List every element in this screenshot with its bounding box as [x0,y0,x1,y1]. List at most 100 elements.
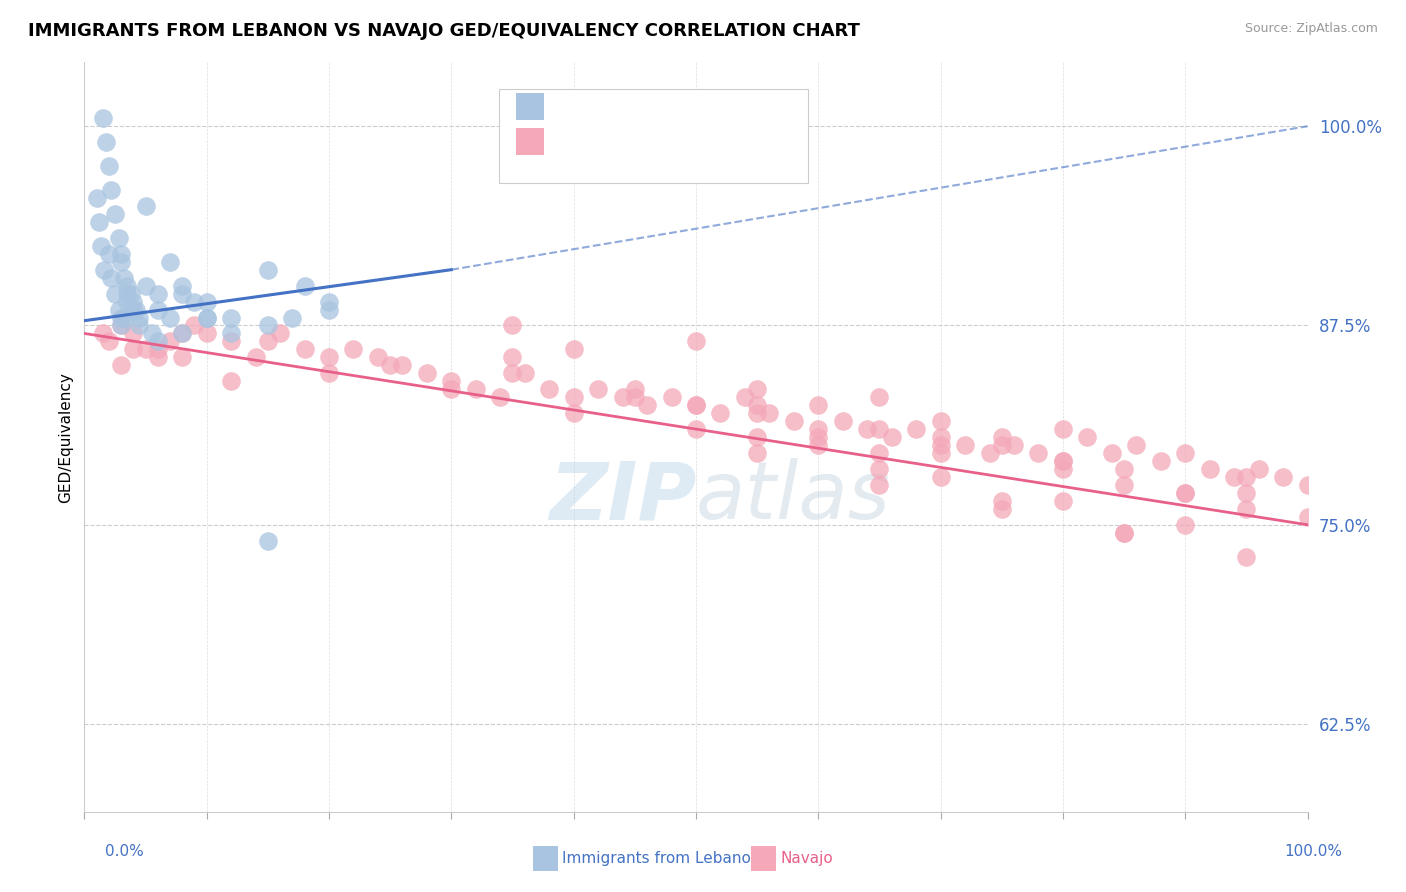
Point [1236,501,1258,516]
Point [905,422,928,436]
Point [1076,430,1098,444]
Point [869,478,891,492]
Point [172,278,194,293]
Point [219,334,242,349]
Point [856,422,879,436]
Point [624,382,647,396]
Point [183,318,205,333]
Point [869,422,891,436]
Point [869,446,891,460]
Text: Navajo: Navajo [780,851,834,865]
Point [929,414,952,428]
Point [146,302,169,317]
Point [195,310,218,325]
Point [110,246,132,260]
Point [416,367,439,381]
Point [709,406,731,420]
Point [869,390,891,404]
Point [195,326,218,341]
Point [991,430,1014,444]
Point [747,382,769,396]
Point [135,199,157,213]
Point [1028,446,1050,460]
Point [1272,470,1295,484]
Point [1174,446,1197,460]
Point [122,326,145,341]
Point [489,390,512,404]
Point [831,414,853,428]
Point [110,318,132,333]
Point [172,286,194,301]
Point [294,278,316,293]
Point [1247,462,1270,476]
Point [1114,462,1136,476]
Point [807,438,830,452]
Text: R =: R = [551,135,585,149]
Point [112,310,135,325]
Point [90,239,112,253]
Point [141,326,163,341]
Point [97,246,120,260]
Point [135,278,157,293]
Point [1052,454,1074,468]
Point [758,406,780,420]
Point [110,310,132,325]
Point [807,398,830,412]
Point [146,351,169,365]
Point [115,278,138,293]
Point [91,112,114,126]
Point [380,359,402,373]
Point [734,390,756,404]
Point [807,422,830,436]
Point [929,430,952,444]
Point [538,382,561,396]
Point [1052,454,1074,468]
Text: Immigrants from Lebanon: Immigrants from Lebanon [562,851,761,865]
Point [97,159,120,173]
Point [1114,525,1136,540]
Point [97,334,120,349]
Point [104,286,127,301]
Point [135,343,157,357]
Point [929,446,952,460]
Point [257,318,280,333]
Point [112,270,135,285]
Point [1002,438,1025,452]
Y-axis label: GED/Equivalency: GED/Equivalency [58,372,73,502]
Text: 100.0%: 100.0% [1285,845,1343,859]
Point [172,326,194,341]
Text: 0.0%: 0.0% [105,845,145,859]
Point [1296,478,1319,492]
Point [747,446,769,460]
Point [86,191,108,205]
Point [1198,462,1220,476]
Point [128,318,150,333]
Point [122,343,145,357]
Point [562,390,585,404]
Point [1101,446,1123,460]
Point [219,310,242,325]
Point [783,414,806,428]
Point [125,302,148,317]
Point [1174,486,1197,500]
Point [562,343,585,357]
Point [257,533,280,548]
Point [1125,438,1147,452]
Point [159,310,181,325]
Point [440,374,463,388]
Text: IMMIGRANTS FROM LEBANON VS NAVAJO GED/EQUIVALENCY CORRELATION CHART: IMMIGRANTS FROM LEBANON VS NAVAJO GED/EQ… [28,22,860,40]
Text: ZIP: ZIP [548,458,696,536]
Point [93,262,115,277]
Point [146,286,169,301]
Point [318,294,340,309]
Text: 53: 53 [658,97,681,115]
Point [294,343,316,357]
Point [807,430,830,444]
Point [1236,470,1258,484]
Point [318,351,340,365]
Text: N =: N = [630,99,664,113]
Point [747,430,769,444]
Point [991,493,1014,508]
Text: 116: 116 [665,133,700,151]
Point [502,351,524,365]
